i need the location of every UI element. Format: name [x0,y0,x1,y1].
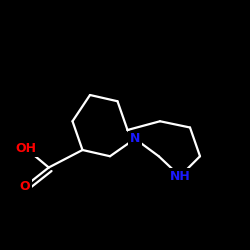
Text: O: O [20,180,30,193]
Text: OH: OH [16,142,37,155]
Text: NH: NH [170,170,190,183]
Text: N: N [130,132,140,145]
